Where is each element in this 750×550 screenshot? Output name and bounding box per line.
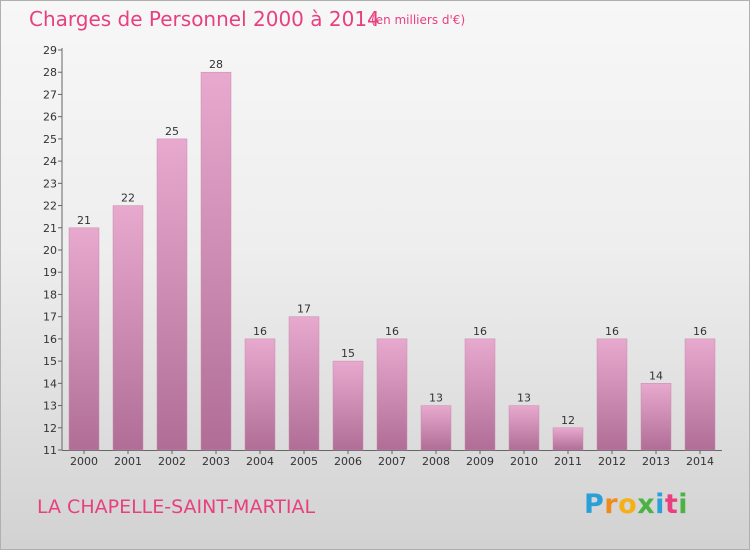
x-tick-label: 2001 <box>114 455 142 468</box>
x-tick-label: 2000 <box>70 455 98 468</box>
logo-letter: t <box>664 489 679 520</box>
data-label: 25 <box>165 125 179 138</box>
x-tick-label: 2006 <box>334 455 362 468</box>
x-tick-label: 2003 <box>202 455 230 468</box>
y-tick-label: 26 <box>43 111 57 124</box>
data-label: 16 <box>605 325 619 338</box>
x-tick-label: 2005 <box>290 455 318 468</box>
bar <box>68 227 100 451</box>
data-label: 13 <box>429 392 443 405</box>
data-label: 16 <box>693 325 707 338</box>
proxiti-logo: Proxiti <box>584 489 688 520</box>
x-tick-label: 2009 <box>466 455 494 468</box>
bar <box>244 338 276 451</box>
logo-letter: i <box>655 489 665 520</box>
y-tick-label: 11 <box>43 444 57 457</box>
y-tick-label: 14 <box>43 377 57 390</box>
data-label: 28 <box>209 58 223 71</box>
bar <box>200 71 232 451</box>
logo-letter: i <box>678 489 689 520</box>
data-label: 16 <box>253 325 267 338</box>
x-tick-label: 2002 <box>158 455 186 468</box>
y-tick-label: 25 <box>43 133 57 146</box>
data-label: 17 <box>297 303 311 316</box>
x-tick-label: 2012 <box>598 455 626 468</box>
x-tick-label: 2014 <box>686 455 714 468</box>
data-label: 16 <box>473 325 487 338</box>
bar <box>596 338 628 451</box>
data-label: 21 <box>77 214 91 227</box>
bar <box>376 338 408 451</box>
y-tick-label: 21 <box>43 222 57 235</box>
bar <box>112 205 144 451</box>
bar <box>420 405 452 451</box>
y-tick-label: 12 <box>43 422 57 435</box>
bar <box>156 138 188 451</box>
y-tick-label: 18 <box>43 288 57 301</box>
x-tick-label: 2010 <box>510 455 538 468</box>
x-tick-label: 2007 <box>378 455 406 468</box>
y-tick-label: 15 <box>43 355 57 368</box>
logo-letter: x <box>637 489 656 520</box>
logo-letter: o <box>618 489 638 520</box>
bar <box>288 316 320 451</box>
bar <box>508 405 540 451</box>
bar <box>332 360 364 451</box>
y-tick-label: 19 <box>43 266 57 279</box>
data-label: 22 <box>121 192 135 205</box>
chart-subtitle: (en milliers d'€) <box>371 13 466 27</box>
y-tick-label: 24 <box>43 155 57 168</box>
data-label: 12 <box>561 414 575 427</box>
x-tick-label: 2013 <box>642 455 670 468</box>
y-tick-label: 23 <box>43 177 57 190</box>
y-tick-label: 20 <box>43 244 57 257</box>
bar <box>552 427 584 451</box>
bar <box>464 338 496 451</box>
x-tick-label: 2011 <box>554 455 582 468</box>
logo-letter: P <box>584 489 605 520</box>
y-tick-label: 22 <box>43 200 57 213</box>
y-tick-label: 27 <box>43 88 57 101</box>
data-label: 16 <box>385 325 399 338</box>
commune-name: LA CHAPELLE-SAINT-MARTIAL <box>37 496 316 518</box>
x-tick-label: 2008 <box>422 455 450 468</box>
logo-letter: r <box>604 489 619 520</box>
x-tick-label: 2004 <box>246 455 274 468</box>
data-label: 14 <box>649 369 663 382</box>
y-tick-label: 17 <box>43 311 57 324</box>
bar <box>640 383 672 451</box>
y-tick-label: 16 <box>43 333 57 346</box>
data-label: 13 <box>517 392 531 405</box>
data-label: 15 <box>341 347 355 360</box>
y-tick-label: 29 <box>43 44 57 57</box>
chart-title: Charges de Personnel 2000 à 2014 <box>29 7 380 31</box>
y-tick-label: 13 <box>43 400 57 413</box>
bar <box>684 338 716 451</box>
y-tick-label: 28 <box>43 66 57 79</box>
